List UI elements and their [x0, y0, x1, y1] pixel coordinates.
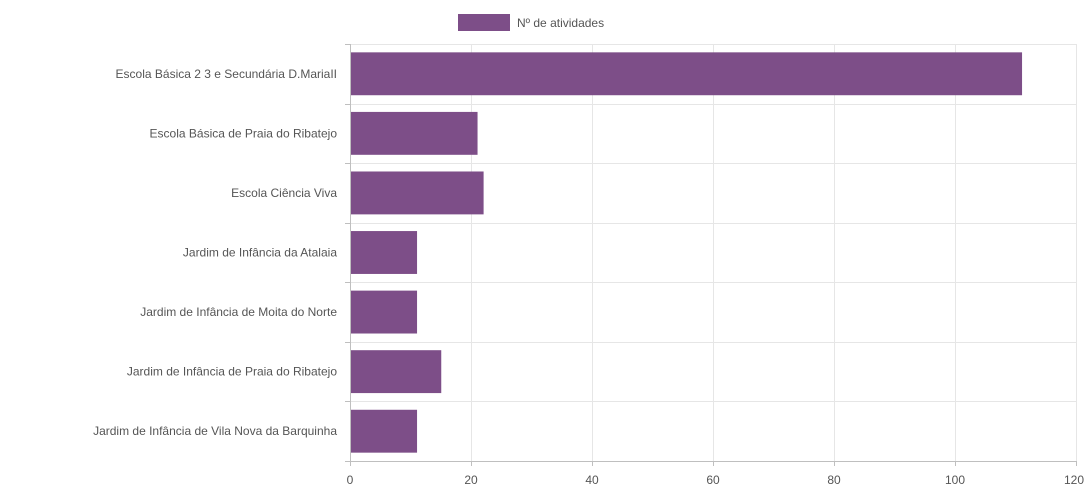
x-tick-labels: 0 20 40 60 80 100 120 [347, 473, 1085, 487]
bar[interactable] [350, 111, 478, 155]
category-label: Jardim de Infância de Vila Nova da Barqu… [93, 424, 337, 438]
bars [350, 52, 1023, 453]
category-label: Escola Básica 2 3 e Secundária D.MariaII [116, 67, 337, 81]
bar[interactable] [350, 350, 442, 394]
legend[interactable]: Nº de atividades [458, 14, 604, 31]
category-label: Escola Básica de Praia do Ribatejo [150, 126, 338, 140]
category-label: Jardim de Infância de Praia do Ribatejo [127, 365, 337, 379]
category-label: Escola Ciência Viva [231, 186, 337, 200]
category-label: Jardim de Infância da Atalaia [183, 246, 337, 260]
bar[interactable] [350, 290, 418, 334]
bar[interactable] [350, 52, 1023, 96]
category-labels: Escola Básica 2 3 e Secundária D.MariaII… [93, 67, 337, 438]
bar[interactable] [350, 171, 484, 215]
axes [345, 44, 1077, 466]
x-tick-label: 60 [706, 473, 720, 487]
grid [350, 44, 1077, 462]
legend-swatch[interactable] [458, 14, 510, 31]
x-tick-label: 40 [585, 473, 599, 487]
x-tick-label: 120 [1064, 473, 1084, 487]
x-tick-label: 0 [347, 473, 354, 487]
x-tick-label: 80 [827, 473, 841, 487]
legend-label[interactable]: Nº de atividades [517, 16, 604, 30]
x-tick-label: 20 [464, 473, 478, 487]
bar[interactable] [350, 231, 418, 274]
category-label: Jardim de Infância de Moita do Norte [140, 305, 337, 319]
x-tick-label: 100 [945, 473, 965, 487]
bar[interactable] [350, 409, 418, 453]
